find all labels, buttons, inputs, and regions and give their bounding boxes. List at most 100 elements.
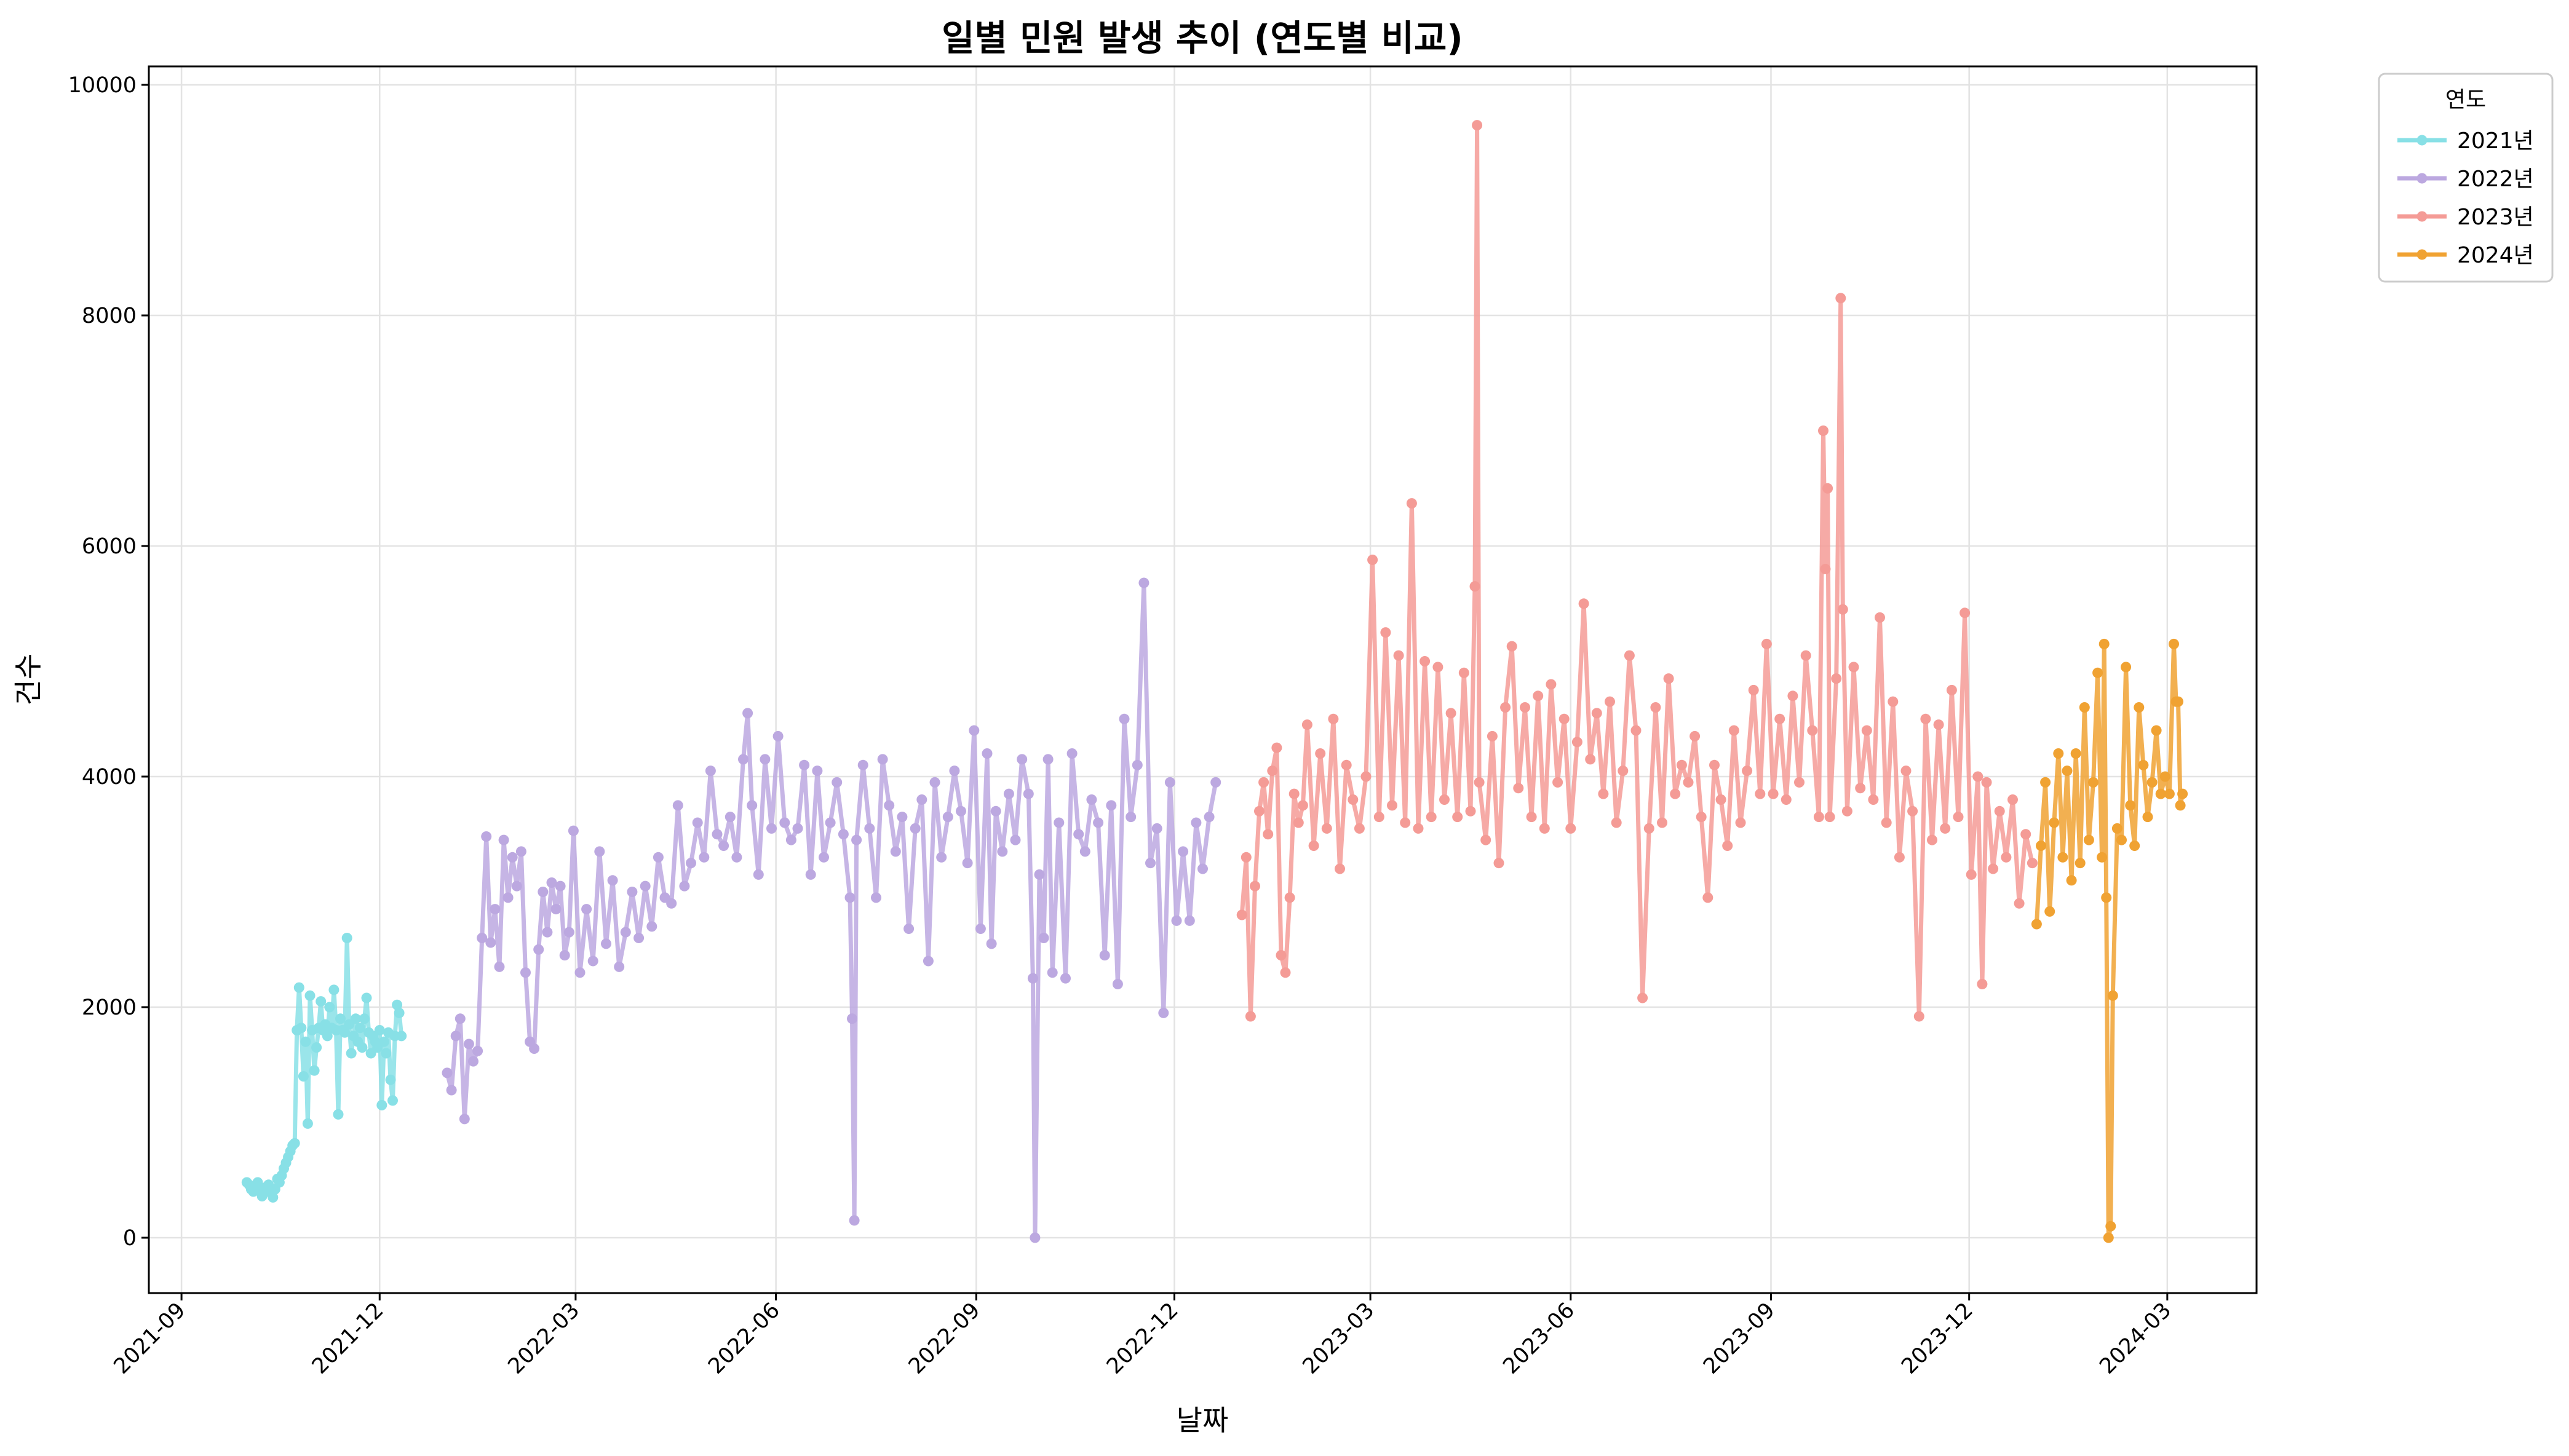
data-point <box>2040 777 2051 788</box>
data-point <box>1715 794 1726 805</box>
data-point <box>1400 817 1411 828</box>
data-point <box>1735 817 1746 828</box>
y-tick-label: 10000 <box>68 73 137 98</box>
data-point <box>666 898 677 909</box>
data-point <box>322 1031 333 1042</box>
plot-frame <box>148 65 2258 1294</box>
data-point <box>1348 794 1359 805</box>
data-point <box>298 1071 309 1082</box>
data-point <box>1953 812 1964 823</box>
data-point <box>884 800 895 811</box>
data-point <box>1093 817 1104 828</box>
data-point <box>1010 834 1021 845</box>
data-point <box>1722 841 1733 851</box>
data-point <box>1696 812 1707 823</box>
data-point <box>1670 788 1681 799</box>
data-point <box>760 754 771 765</box>
data-point <box>1210 777 1221 788</box>
data-point <box>2129 841 2140 851</box>
data-point <box>1288 788 1300 799</box>
data-point <box>309 1065 320 1076</box>
data-point <box>446 1085 457 1096</box>
data-point <box>1204 812 1215 823</box>
data-point <box>627 887 638 897</box>
data-point <box>533 944 544 955</box>
data-point <box>1837 604 1848 615</box>
y-tick-label: 4000 <box>82 765 137 789</box>
data-point <box>1526 812 1537 823</box>
data-point <box>328 984 339 995</box>
data-point <box>679 880 690 892</box>
data-point <box>1920 713 1931 724</box>
data-point <box>2092 667 2103 678</box>
data-point <box>1023 788 1034 799</box>
data-point <box>2053 748 2064 759</box>
data-point <box>825 817 836 828</box>
legend-marker <box>2416 249 2428 260</box>
data-point <box>311 1042 322 1053</box>
data-point <box>376 1099 387 1110</box>
data-point <box>574 967 586 978</box>
data-point <box>550 904 562 915</box>
data-point <box>646 921 657 932</box>
data-point <box>1558 713 1570 724</box>
data-point <box>1119 713 1130 724</box>
data-point <box>2138 759 2149 770</box>
data-point <box>1881 817 1892 828</box>
data-point <box>381 1048 392 1059</box>
data-point <box>2083 834 2094 845</box>
data-point <box>1042 754 1054 765</box>
data-point <box>1066 748 1078 759</box>
data-point <box>1171 915 1182 926</box>
data-point <box>568 825 579 836</box>
y-axis-label: 건수 <box>12 654 45 706</box>
data-point <box>2164 788 2175 799</box>
data-point <box>1301 719 1312 730</box>
data-point <box>1034 869 1045 880</box>
data-point <box>1506 641 1517 652</box>
data-point <box>1500 702 1511 713</box>
data-point <box>2121 662 2132 673</box>
data-point <box>982 748 993 759</box>
data-point <box>1683 777 1694 788</box>
data-point <box>832 777 843 788</box>
data-point <box>990 805 1001 817</box>
data-point <box>1787 690 1798 702</box>
data-point <box>498 834 509 845</box>
data-point <box>2134 702 2145 713</box>
data-point <box>1112 979 1123 989</box>
legend-label: 2023년 <box>2457 205 2534 230</box>
data-point <box>1977 979 1988 989</box>
data-point <box>1781 794 1792 805</box>
data-point <box>1480 834 1491 845</box>
data-point <box>559 950 570 961</box>
data-point <box>2142 812 2153 823</box>
data-point <box>1469 581 1480 592</box>
data-point <box>1073 829 1084 840</box>
data-point <box>851 834 862 845</box>
data-point <box>374 1025 385 1035</box>
data-point <box>1768 788 1779 799</box>
data-point <box>1546 679 1557 690</box>
data-point <box>1360 771 1372 782</box>
legend-marker <box>2416 211 2428 222</box>
data-point <box>1106 800 1117 811</box>
legend-marker <box>2416 135 2428 146</box>
data-point <box>1927 834 1937 845</box>
data-point <box>1831 673 1842 684</box>
data-point <box>1284 892 1295 903</box>
data-point <box>2107 990 2118 1001</box>
data-point <box>1861 725 1872 736</box>
data-point <box>563 927 574 938</box>
data-point <box>1591 708 1602 719</box>
data-point <box>1151 823 1162 834</box>
data-point <box>672 800 683 811</box>
data-point <box>686 858 696 869</box>
legend: 연도 2021년 2022년 2023년 2024년 <box>2378 73 2554 283</box>
data-point <box>2062 766 2073 777</box>
data-point <box>1297 800 1308 811</box>
series-layer <box>241 120 2188 1243</box>
data-point <box>1354 823 1365 834</box>
data-point <box>805 869 816 880</box>
data-point <box>520 967 531 978</box>
